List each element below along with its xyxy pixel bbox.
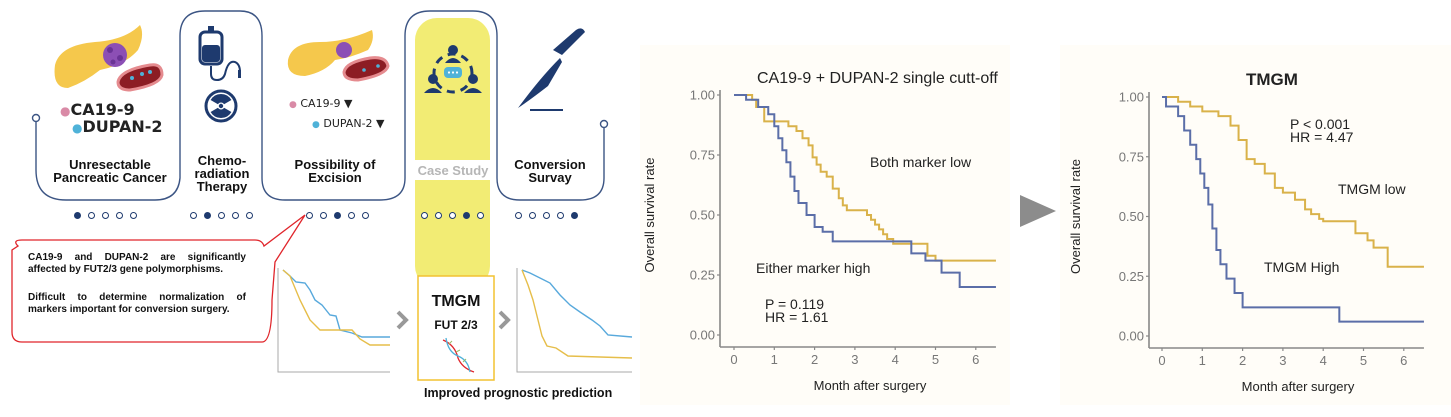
y-tick-label: 0.75 <box>1119 149 1144 164</box>
marker-dupan2-label: ●DUPAN-2 <box>72 117 163 136</box>
y-tick-label: 0.25 <box>1119 269 1144 284</box>
step-indicator-5 <box>515 212 578 219</box>
tmgm-box <box>417 275 495 381</box>
x-tick-label: 3 <box>851 352 858 367</box>
callout-text-1: CA19-9 and DUPAN-2 are significantly aff… <box>28 252 246 275</box>
y-tick-label: 0.50 <box>690 208 715 223</box>
y-axis-title: Overall survival rate <box>642 158 657 273</box>
step-title-case-study: Case Study <box>417 163 489 178</box>
x-tick-label: 5 <box>1360 353 1367 368</box>
x-tick-label: 4 <box>1320 353 1327 368</box>
x-tick-label: 6 <box>972 352 979 367</box>
timeline-connector <box>35 10 605 201</box>
chevron-right-icon <box>498 310 511 330</box>
km-chart-markers: 0.00 0.25 0.50 0.75 1.00 0 1 2 3 4 5 6 Month after s… <box>640 45 1010 405</box>
x-tick-label: 1 <box>771 352 778 367</box>
y-tick-label: 0.75 <box>690 148 715 163</box>
step-title-unresectable: Unresectable Pancreatic Cancer <box>53 157 167 185</box>
km-curve-tmgm-low <box>1162 96 1424 268</box>
marker-ca199-decrease-label: ● CA19-9 ▼ <box>289 97 353 110</box>
x-axis-title: Month after surgery <box>1242 379 1355 394</box>
mini-km-before <box>277 268 390 373</box>
km1-label-low: Both marker low <box>870 154 972 170</box>
dna-icon <box>442 337 475 373</box>
x-tick-label: 2 <box>811 352 818 367</box>
km-curve-tmgm-high <box>1162 96 1424 323</box>
arrow-right-icon <box>1020 195 1056 227</box>
x-tick-label: 1 <box>1199 353 1206 368</box>
step-indicator-4 <box>421 212 484 219</box>
y-tick-label: 1.00 <box>1119 90 1144 105</box>
scalpel-icon <box>518 28 585 111</box>
x-tick-label: 3 <box>1279 353 1286 368</box>
km1-title: CA19-9 + DUPAN-2 single cutt-off <box>757 70 998 87</box>
x-tick-label: 6 <box>1400 353 1407 368</box>
workflow-frame <box>11 10 633 381</box>
plot-background <box>1060 45 1451 405</box>
y-tick-label: 1.00 <box>690 88 715 103</box>
km-curve-either-marker-high <box>734 94 996 288</box>
km1-pvalue: P = 0.119 HR = 1.61 <box>765 296 829 325</box>
marker-ca199-label: ●CA19-9 <box>60 100 135 119</box>
plot-background <box>640 45 1010 405</box>
km2-label-high: TMGM High <box>1264 259 1340 275</box>
improved-prediction-label: Improved prognostic prediction <box>424 386 613 400</box>
step-title-chemoradiation: Chemo- radiation Therapy <box>194 153 250 194</box>
x-tick-label: 5 <box>932 352 939 367</box>
mini-km-after <box>516 268 633 373</box>
y-tick-label: 0.00 <box>1119 329 1144 344</box>
pancreas-small-tumor-icon <box>287 30 390 82</box>
callout-text-2: Difficult to determine normalization of … <box>28 292 246 315</box>
case-study-highlight <box>415 18 490 288</box>
team-discussion-icon <box>424 45 482 94</box>
tmgm-box-subtitle: FUT 2/3 <box>434 318 478 332</box>
km-chart-tmgm: 0.00 0.25 0.50 0.75 1.00 0 1 2 3 4 5 6 Month after s… <box>1060 45 1451 405</box>
km-curve-both-marker-low <box>734 94 996 262</box>
x-tick-label: 2 <box>1239 353 1246 368</box>
y-tick-label: 0.25 <box>690 268 715 283</box>
step-title-excision: Possibility of Excision <box>294 157 376 185</box>
step-indicator-3 <box>306 212 369 219</box>
step-indicator-1 <box>74 212 137 219</box>
pancreas-tumor-icon <box>54 25 164 92</box>
x-tick-label: 0 <box>1158 353 1165 368</box>
x-axis-title: Month after surgery <box>814 378 927 393</box>
marker-dupan2-decrease-label: ● DUPAN-2 ▼ <box>312 117 385 130</box>
y-tick-label: 0.00 <box>690 328 715 343</box>
callout-bubble <box>11 214 306 343</box>
y-tick-label: 0.50 <box>1119 209 1144 224</box>
y-axis-title: Overall survival rate <box>1068 159 1083 274</box>
km2-label-low: TMGM low <box>1338 181 1406 197</box>
tmgm-box-title: TMGM <box>431 293 481 310</box>
km2-pvalue: P < 0.001 HR = 4.47 <box>1290 116 1354 145</box>
x-tick-label: 0 <box>730 352 737 367</box>
radiation-icon <box>204 89 238 123</box>
step-indicator-2 <box>190 212 253 219</box>
chevron-right-icon <box>396 310 409 330</box>
km1-label-high: Either marker high <box>756 260 871 276</box>
x-tick-label: 4 <box>892 352 899 367</box>
km2-title: TMGM <box>1246 70 1298 89</box>
step-title-conversion: Conversion Survay <box>514 157 586 185</box>
iv-drip-icon <box>198 26 241 82</box>
